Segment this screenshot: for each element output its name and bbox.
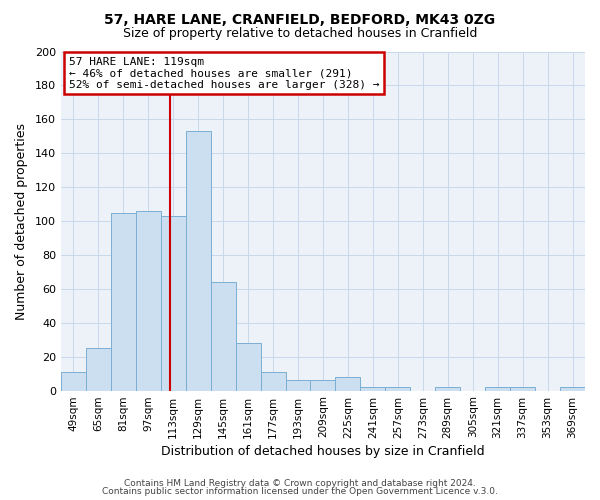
Bar bbox=[335, 377, 361, 390]
Bar bbox=[361, 387, 385, 390]
Text: 57, HARE LANE, CRANFIELD, BEDFORD, MK43 0ZG: 57, HARE LANE, CRANFIELD, BEDFORD, MK43 … bbox=[104, 12, 496, 26]
Text: Contains public sector information licensed under the Open Government Licence v.: Contains public sector information licen… bbox=[102, 487, 498, 496]
Bar bbox=[286, 380, 310, 390]
Bar bbox=[61, 372, 86, 390]
Bar bbox=[186, 131, 211, 390]
Bar bbox=[510, 387, 535, 390]
Bar bbox=[485, 387, 510, 390]
Text: Size of property relative to detached houses in Cranfield: Size of property relative to detached ho… bbox=[123, 28, 477, 40]
Bar bbox=[385, 387, 410, 390]
Bar bbox=[260, 372, 286, 390]
Bar bbox=[211, 282, 236, 391]
Text: Contains HM Land Registry data © Crown copyright and database right 2024.: Contains HM Land Registry data © Crown c… bbox=[124, 478, 476, 488]
Bar bbox=[111, 212, 136, 390]
Bar bbox=[86, 348, 111, 391]
Bar bbox=[560, 387, 585, 390]
Bar bbox=[435, 387, 460, 390]
Bar bbox=[236, 343, 260, 390]
Bar bbox=[310, 380, 335, 390]
X-axis label: Distribution of detached houses by size in Cranfield: Distribution of detached houses by size … bbox=[161, 444, 485, 458]
Y-axis label: Number of detached properties: Number of detached properties bbox=[15, 122, 28, 320]
Bar bbox=[161, 216, 186, 390]
Bar bbox=[136, 211, 161, 390]
Text: 57 HARE LANE: 119sqm
← 46% of detached houses are smaller (291)
52% of semi-deta: 57 HARE LANE: 119sqm ← 46% of detached h… bbox=[69, 56, 379, 90]
